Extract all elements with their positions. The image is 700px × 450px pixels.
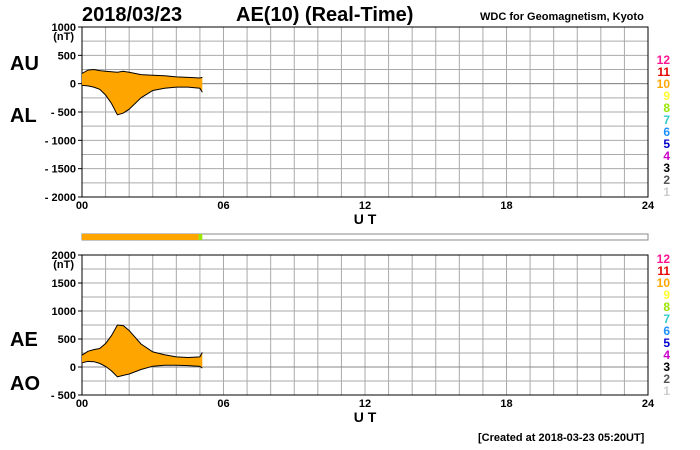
upper-ytick-label: - 500 <box>51 107 76 119</box>
lower-ytick-label: 1000 <box>52 306 76 318</box>
lower-xtick-label: 18 <box>500 398 512 410</box>
upper-ytick-label: - 1500 <box>45 164 76 176</box>
upper-series-al-line <box>81 84 203 116</box>
created-timestamp: [Created at 2018-03-23 05:20UT] <box>478 432 645 444</box>
upper-station-legend-11: 11 <box>657 65 670 79</box>
upper-station-legend-9: 9 <box>663 89 670 103</box>
lower-xtick-label: 00 <box>76 398 88 410</box>
lower-station-legend-7: 7 <box>663 312 670 326</box>
upper-station-legend-7: 7 <box>663 113 670 127</box>
lower-series-label-ae: AE <box>10 329 38 351</box>
upper-station-legend-3: 3 <box>663 161 670 175</box>
upper-xtick-label: 12 <box>359 200 371 212</box>
upper-ytick-label: 0 <box>70 79 76 91</box>
lower-station-legend-3: 3 <box>663 360 670 374</box>
upper-ylabel: (nT) <box>53 31 74 43</box>
chart-date: 2018/03/23 <box>82 4 183 26</box>
upper-ytick-label: - 1000 <box>45 135 76 147</box>
lower-station-legend-9: 9 <box>663 288 670 302</box>
data-source-label: WDC for Geomagnetism, Kyoto <box>480 11 644 23</box>
upper-series-au-line <box>81 68 203 79</box>
upper-station-legend-2: 2 <box>663 173 670 187</box>
lower-station-legend-12: 12 <box>657 252 671 266</box>
upper-station-legend-5: 5 <box>663 137 670 151</box>
lower-ytick-label: 2000 <box>52 250 76 262</box>
upper-station-legend-1: 1 <box>663 185 670 199</box>
upper-station-legend-8: 8 <box>663 101 670 115</box>
upper-xtick-label: 00 <box>76 200 88 212</box>
lower-station-legend-2: 2 <box>663 372 670 386</box>
lower-xlabel: U T <box>354 409 377 425</box>
lower-ytick-label: - 500 <box>51 390 76 402</box>
upper-series-label-au: AU <box>10 53 39 75</box>
lower-station-legend-10: 10 <box>657 276 671 290</box>
lower-series-ae-line <box>81 324 203 359</box>
lower-station-legend-5: 5 <box>663 336 670 350</box>
upper-data-area <box>82 69 203 115</box>
lower-plot-frame <box>81 254 649 396</box>
lower-station-legend-1: 1 <box>663 384 670 398</box>
upper-series-label-al: AL <box>10 105 37 127</box>
lower-ytick-label: 1500 <box>52 278 76 290</box>
coverage-bar-recent-fill <box>198 234 203 240</box>
lower-data-area <box>82 325 203 377</box>
upper-station-legend-6: 6 <box>663 125 670 139</box>
lower-xtick-label: 12 <box>359 398 371 410</box>
lower-series-ao-line <box>81 360 203 378</box>
lower-xtick-label: 06 <box>217 398 229 410</box>
upper-xtick-label: 24 <box>642 200 655 212</box>
lower-ytick-label: 500 <box>58 334 76 346</box>
lower-xtick-label: 24 <box>642 398 655 410</box>
upper-station-legend-10: 10 <box>657 77 671 91</box>
upper-station-legend-12: 12 <box>657 53 671 67</box>
upper-station-legend-4: 4 <box>663 149 670 163</box>
upper-ytick-label: 1000 <box>52 22 76 34</box>
lower-ylabel: (nT) <box>53 259 74 271</box>
lower-series-label-ao: AO <box>10 373 40 395</box>
upper-ytick-label: - 2000 <box>45 192 76 204</box>
lower-station-legend-6: 6 <box>663 324 670 338</box>
upper-xtick-label: 06 <box>217 200 229 212</box>
lower-ytick-label: 0 <box>70 362 76 374</box>
lower-station-legend-11: 11 <box>657 264 670 278</box>
lower-station-legend-4: 4 <box>663 348 670 362</box>
coverage-bar-fill <box>82 234 199 240</box>
upper-xlabel: U T <box>354 211 377 227</box>
upper-ytick-label: 500 <box>58 50 76 62</box>
chart-title: AE(10) (Real-Time) <box>236 4 414 26</box>
lower-station-legend-8: 8 <box>663 300 670 314</box>
upper-xtick-label: 18 <box>500 200 512 212</box>
